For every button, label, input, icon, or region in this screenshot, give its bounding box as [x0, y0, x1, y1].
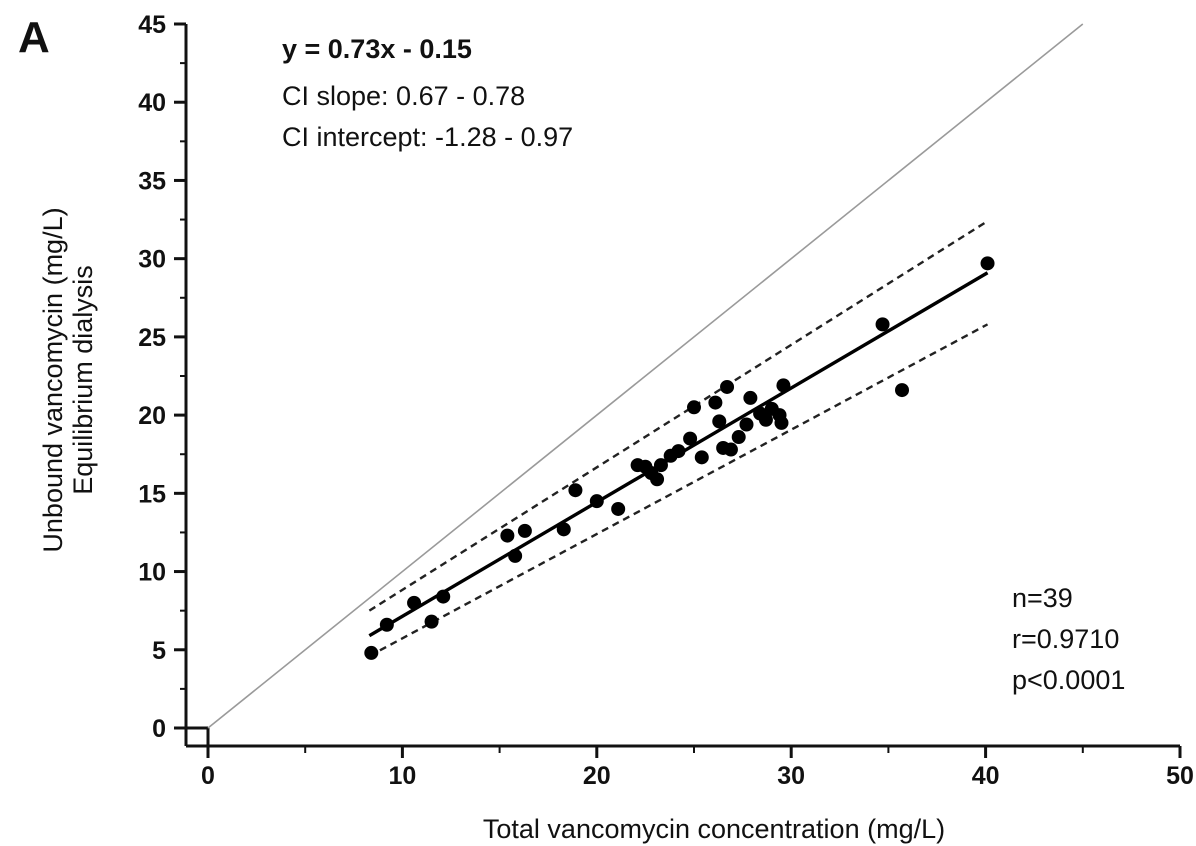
data-point: [980, 256, 995, 271]
data-point: [508, 548, 523, 563]
y-tick-label: 20: [138, 402, 166, 430]
y-tick-label: 5: [152, 637, 166, 665]
stat-n: n=39: [1012, 583, 1073, 613]
ci-slope-annotation: CI slope: 0.67 - 0.78: [282, 81, 525, 111]
data-point: [774, 415, 789, 430]
x-tick-label: 20: [583, 762, 611, 790]
data-point: [568, 483, 583, 498]
data-point: [776, 378, 791, 393]
y-axis-title-line-1: Unbound vancomycin (mg/L): [38, 207, 68, 552]
regression-equation: y = 0.73x - 0.15: [282, 34, 472, 64]
data-point: [424, 614, 439, 629]
data-point: [720, 379, 735, 394]
data-point: [517, 523, 532, 538]
x-tick-label: 10: [388, 762, 416, 790]
x-tick-label: 40: [972, 762, 1000, 790]
data-point: [687, 400, 701, 415]
y-tick-label: 45: [138, 11, 166, 39]
y-axis-title-line-2: Equilibrium dialysis: [68, 265, 98, 495]
stat-p: p<0.0001: [1012, 665, 1125, 695]
stat-r: r=0.9710: [1012, 624, 1119, 654]
data-point: [650, 472, 665, 487]
x-tick-label: 50: [1166, 762, 1194, 790]
data-point: [731, 430, 746, 445]
data-point: [611, 501, 626, 516]
data-point: [895, 383, 910, 398]
axes: 0 5 10 15 20 25 30 35 40 45 0 10 20 30 40 50: [138, 11, 1194, 790]
y-tick-label: 10: [138, 559, 166, 587]
data-points: [364, 256, 995, 660]
data-point: [739, 417, 754, 432]
data-point: [875, 317, 890, 332]
y-tick-label: 30: [138, 246, 166, 274]
y-tick-label: 40: [138, 89, 166, 117]
y-tick-label: 15: [138, 480, 166, 508]
data-point: [671, 444, 686, 459]
y-tick-label: 0: [152, 715, 166, 743]
y-axis-title: Unbound vancomycin (mg/L) Equilibrium di…: [38, 207, 98, 552]
data-point: [758, 412, 773, 427]
ci-lower-line: [368, 323, 989, 658]
data-point: [683, 431, 698, 446]
x-tick-label: 0: [201, 762, 215, 790]
data-point: [743, 390, 758, 405]
data-point: [379, 617, 394, 632]
data-point: [589, 494, 604, 509]
data-point: [708, 395, 723, 410]
ci-intercept-annotation: CI intercept: -1.28 - 0.97: [282, 122, 573, 152]
ci-upper-line: [368, 220, 989, 612]
x-axis-title: Total vancomycin concentration (mg/L): [483, 814, 945, 844]
data-point: [556, 522, 571, 537]
data-point: [653, 458, 668, 473]
y-tick-label: 25: [138, 324, 166, 352]
data-point: [436, 589, 451, 604]
x-tick-label: 30: [777, 762, 805, 790]
identity-line: [207, 23, 1084, 729]
y-tick-label: 35: [138, 167, 166, 195]
data-point: [364, 645, 379, 660]
data-point: [407, 595, 422, 610]
panel-label: A: [18, 13, 50, 62]
data-point: [723, 442, 738, 457]
data-point: [712, 414, 727, 429]
data-point: [694, 450, 709, 465]
data-point: [500, 528, 515, 543]
